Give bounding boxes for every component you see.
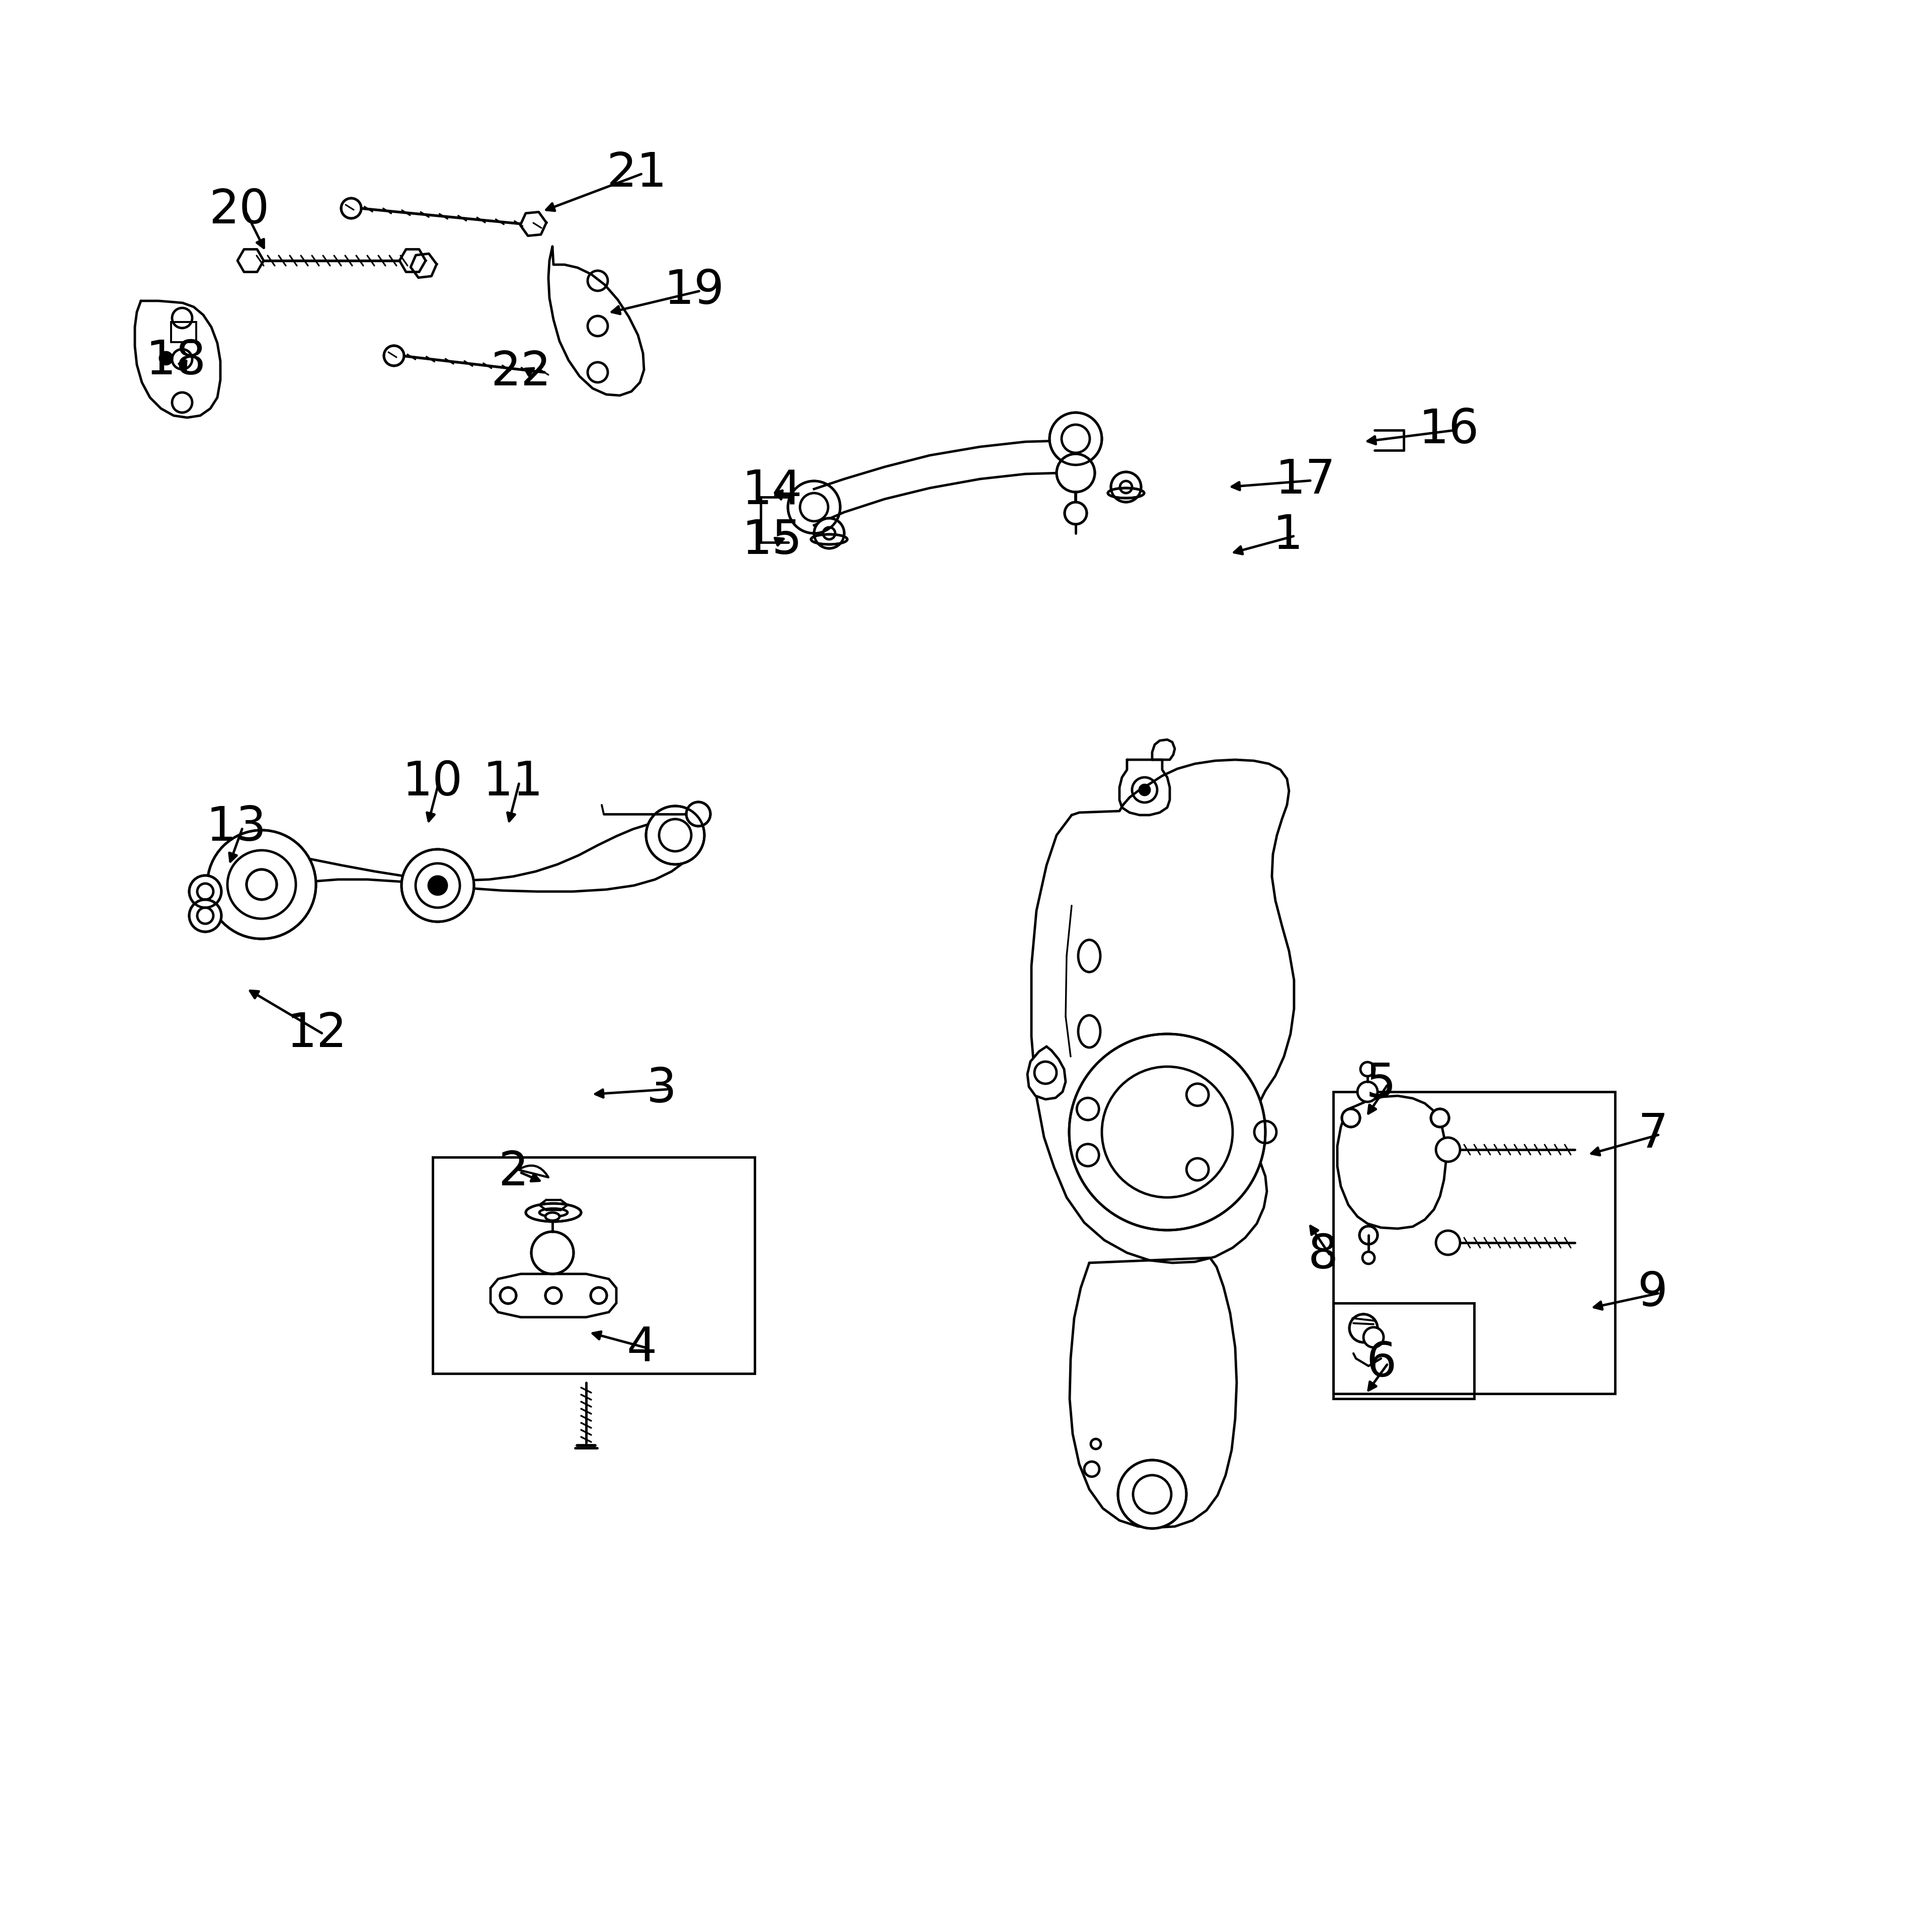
Bar: [1333, 1302, 1474, 1399]
Circle shape: [813, 518, 844, 549]
Ellipse shape: [531, 1233, 574, 1273]
Circle shape: [1435, 1231, 1461, 1254]
Polygon shape: [1337, 1095, 1445, 1229]
Text: 4: 4: [626, 1325, 657, 1372]
Text: 3: 3: [647, 1066, 676, 1113]
Text: 10: 10: [402, 759, 464, 806]
Text: 22: 22: [491, 350, 551, 396]
Circle shape: [1362, 1252, 1374, 1264]
Polygon shape: [245, 823, 694, 920]
Text: 21: 21: [607, 151, 667, 197]
Polygon shape: [412, 253, 437, 278]
Polygon shape: [520, 213, 547, 236]
Circle shape: [429, 877, 446, 895]
Circle shape: [545, 1287, 562, 1304]
Circle shape: [402, 850, 473, 922]
Circle shape: [189, 875, 222, 908]
Circle shape: [645, 806, 705, 864]
Text: 20: 20: [209, 187, 269, 234]
Text: 18: 18: [147, 338, 207, 384]
Ellipse shape: [1107, 489, 1144, 498]
Circle shape: [500, 1287, 516, 1304]
Circle shape: [1068, 1034, 1265, 1231]
Text: 7: 7: [1638, 1111, 1667, 1157]
Polygon shape: [491, 1273, 616, 1318]
Circle shape: [160, 352, 172, 365]
Polygon shape: [1151, 740, 1175, 759]
Circle shape: [1119, 1461, 1186, 1528]
Circle shape: [342, 199, 361, 218]
Circle shape: [1360, 1227, 1378, 1244]
Circle shape: [1065, 502, 1086, 524]
Polygon shape: [400, 249, 425, 272]
Circle shape: [1432, 1109, 1449, 1126]
Polygon shape: [238, 249, 263, 272]
Circle shape: [384, 346, 404, 365]
Text: 11: 11: [483, 759, 543, 806]
Ellipse shape: [811, 535, 848, 545]
Text: 9: 9: [1638, 1269, 1667, 1316]
Circle shape: [189, 900, 222, 931]
Circle shape: [1349, 1314, 1378, 1343]
Circle shape: [1360, 1063, 1374, 1076]
Circle shape: [1111, 471, 1142, 502]
Text: 16: 16: [1418, 408, 1480, 454]
Text: 19: 19: [665, 269, 725, 313]
Text: 8: 8: [1308, 1233, 1339, 1279]
Polygon shape: [1032, 759, 1294, 1264]
Polygon shape: [135, 301, 220, 417]
Circle shape: [591, 1287, 607, 1304]
Circle shape: [1435, 1138, 1461, 1161]
Circle shape: [207, 831, 317, 939]
Polygon shape: [549, 247, 643, 396]
Ellipse shape: [545, 1213, 560, 1221]
Text: 6: 6: [1366, 1341, 1397, 1387]
Text: 17: 17: [1275, 458, 1335, 504]
Circle shape: [686, 802, 711, 827]
Circle shape: [788, 481, 840, 533]
Polygon shape: [1070, 1258, 1236, 1528]
Text: 5: 5: [1366, 1061, 1397, 1107]
Text: 2: 2: [498, 1150, 527, 1196]
Text: 14: 14: [742, 468, 802, 514]
Bar: [172, 323, 197, 342]
Circle shape: [247, 869, 276, 900]
Text: 12: 12: [286, 1010, 348, 1057]
Circle shape: [1364, 1327, 1383, 1347]
Text: 15: 15: [742, 518, 802, 564]
Text: 1: 1: [1273, 512, 1304, 558]
Bar: [433, 1157, 755, 1374]
Circle shape: [1343, 1109, 1360, 1126]
Bar: [1333, 1092, 1615, 1393]
Circle shape: [1049, 413, 1101, 466]
Ellipse shape: [526, 1204, 582, 1221]
Polygon shape: [1028, 1047, 1066, 1099]
Polygon shape: [1119, 759, 1169, 815]
Circle shape: [1358, 1082, 1378, 1101]
Text: 13: 13: [207, 804, 267, 850]
Circle shape: [1140, 784, 1150, 794]
Circle shape: [1057, 454, 1095, 493]
